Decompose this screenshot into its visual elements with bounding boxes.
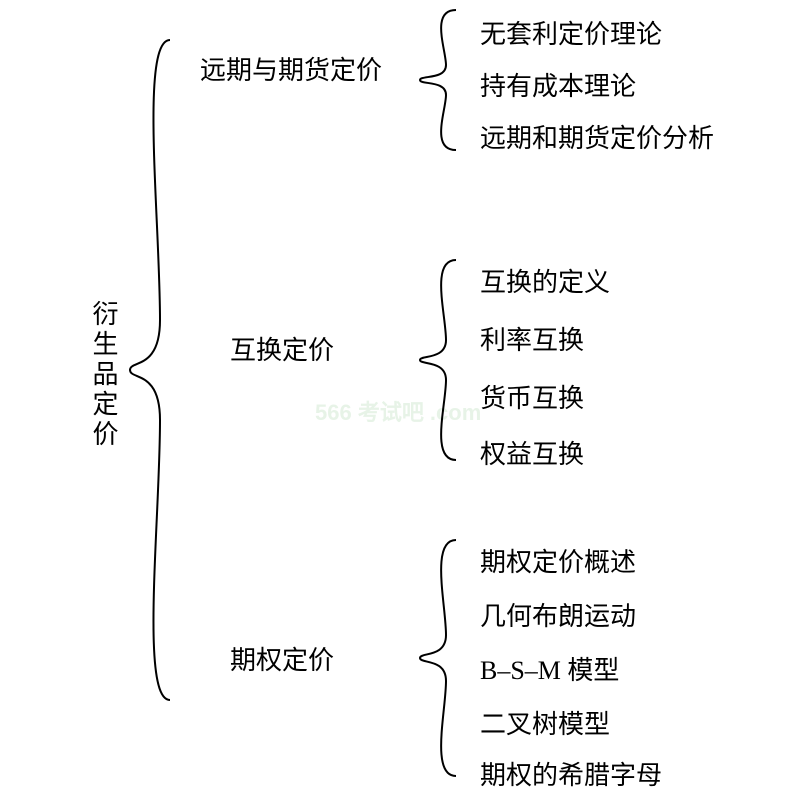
leaf-options-0: 期权定价概述 <box>480 542 636 579</box>
leaf-options-4: 期权的希腊字母 <box>480 755 662 792</box>
leaf-options-3: 二叉树模型 <box>480 704 610 741</box>
leaf-swaps-2: 货币互换 <box>480 378 584 415</box>
brace-root <box>130 40 190 700</box>
leaf-swaps-0: 互换的定义 <box>480 262 610 299</box>
leaf-forwards-1: 持有成本理论 <box>480 66 636 103</box>
brace-options <box>420 540 470 776</box>
leaf-forwards-2: 远期和期货定价分析 <box>480 118 714 155</box>
diagram-canvas: 566 考试吧 .com 衍生品定价 远期与期货定价 互换定价 期权定价 无套利… <box>0 0 807 782</box>
brace-swaps <box>420 260 470 460</box>
leaf-swaps-1: 利率互换 <box>480 320 584 357</box>
leaf-options-2: B–S–M 模型 <box>480 650 619 687</box>
leaf-forwards-0: 无套利定价理论 <box>480 14 662 51</box>
leaf-swaps-3: 权益互换 <box>480 434 584 471</box>
root-label: 衍生品定价 <box>85 300 122 450</box>
level2-forwards: 远期与期货定价 <box>200 50 382 87</box>
level2-options: 期权定价 <box>230 640 334 677</box>
level2-swaps: 互换定价 <box>230 330 334 367</box>
brace-forwards <box>420 10 470 150</box>
leaf-options-1: 几何布朗运动 <box>480 596 636 633</box>
